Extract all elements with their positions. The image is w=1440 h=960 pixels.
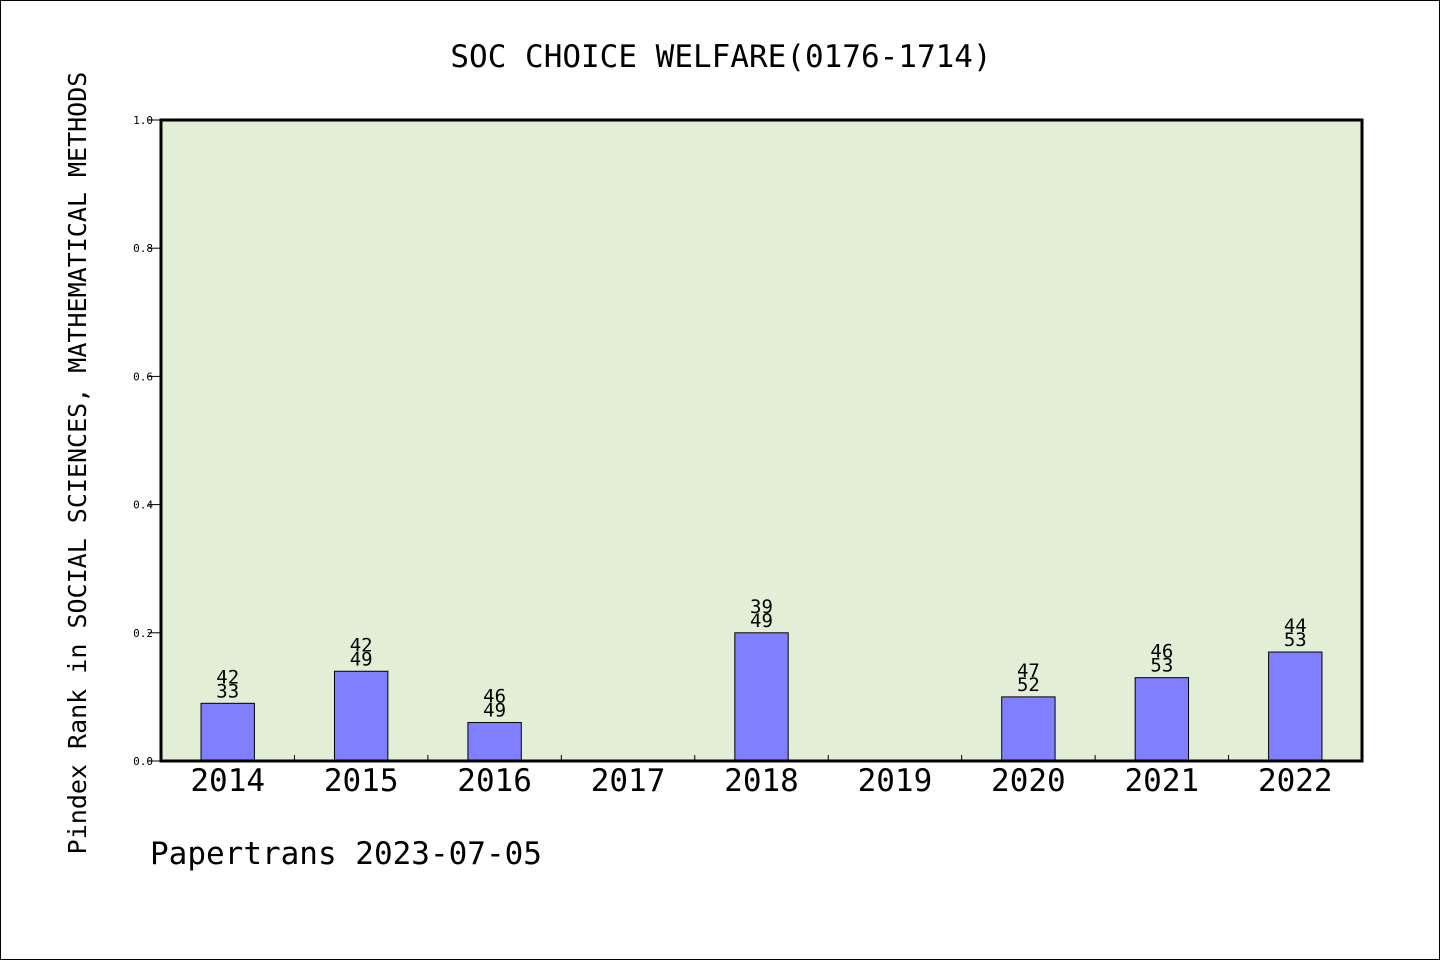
plot-border [159, 118, 1364, 763]
chart-title: SOC CHOICE WELFARE(0176-1714) [450, 39, 991, 75]
bar-2016 [467, 722, 522, 762]
y-tick-label-0.4: 0.4 [133, 499, 153, 512]
x-tick-label-2016: 2016 [457, 763, 532, 799]
bar-label-top-2018: 39 [750, 596, 773, 618]
bar-label-bottom-2015: 49 [350, 648, 373, 670]
bar-label-bottom-2014: 33 [216, 680, 239, 702]
bar-label-bottom-2020: 52 [1017, 674, 1040, 696]
bar-label-bottom-2022: 53 [1284, 629, 1307, 651]
bar-label-bottom-2016: 49 [483, 700, 506, 722]
y-tick-label-0.0: 0.0 [133, 755, 153, 768]
y-tick-label-0.2: 0.2 [133, 627, 153, 640]
x-tick-label-2019: 2019 [858, 763, 933, 799]
y-tick-label-0.8: 0.8 [133, 242, 153, 255]
x-tick-label-2017: 2017 [591, 763, 666, 799]
x-tick-label-2014: 2014 [190, 763, 265, 799]
bar-label-bottom-2021: 53 [1150, 655, 1173, 677]
bar-2020 [1001, 696, 1056, 762]
bar-label-top-2016: 46 [483, 686, 506, 708]
x-tick-label-2018: 2018 [724, 763, 799, 799]
bar-2015 [333, 670, 389, 762]
bar-2018 [734, 632, 789, 762]
axes-layer: 2014 2015 2016 2017 2018 2019 2020 2021 2022 0.0 0… [133, 114, 1332, 799]
bar-label-bottom-2018: 49 [750, 610, 773, 632]
bar-label-top-2015: 42 [350, 634, 373, 656]
bar-2021 [1134, 677, 1190, 762]
y-axis-label: Pindex Rank in SOCIAL SCIENCES, MATHEMAT… [63, 72, 92, 855]
footer-credit: Papertrans 2023-07-05 [150, 836, 542, 872]
bar-label-top-2021: 46 [1150, 641, 1173, 663]
y-tick-label-1.0: 1.0 [133, 114, 153, 127]
x-tick-label-2022: 2022 [1258, 763, 1333, 799]
x-tick-label-2020: 2020 [991, 763, 1066, 799]
y-tick-label-0.6: 0.6 [133, 370, 153, 383]
x-tick-label-2021: 2021 [1125, 763, 1200, 799]
bar-label-top-2020: 47 [1017, 660, 1040, 682]
bar-2014 [200, 702, 255, 762]
bar-2022 [1268, 651, 1323, 762]
bar-label-top-2022: 44 [1284, 615, 1307, 637]
bar-label-top-2014: 42 [216, 666, 239, 688]
x-tick-label-2015: 2015 [324, 763, 399, 799]
